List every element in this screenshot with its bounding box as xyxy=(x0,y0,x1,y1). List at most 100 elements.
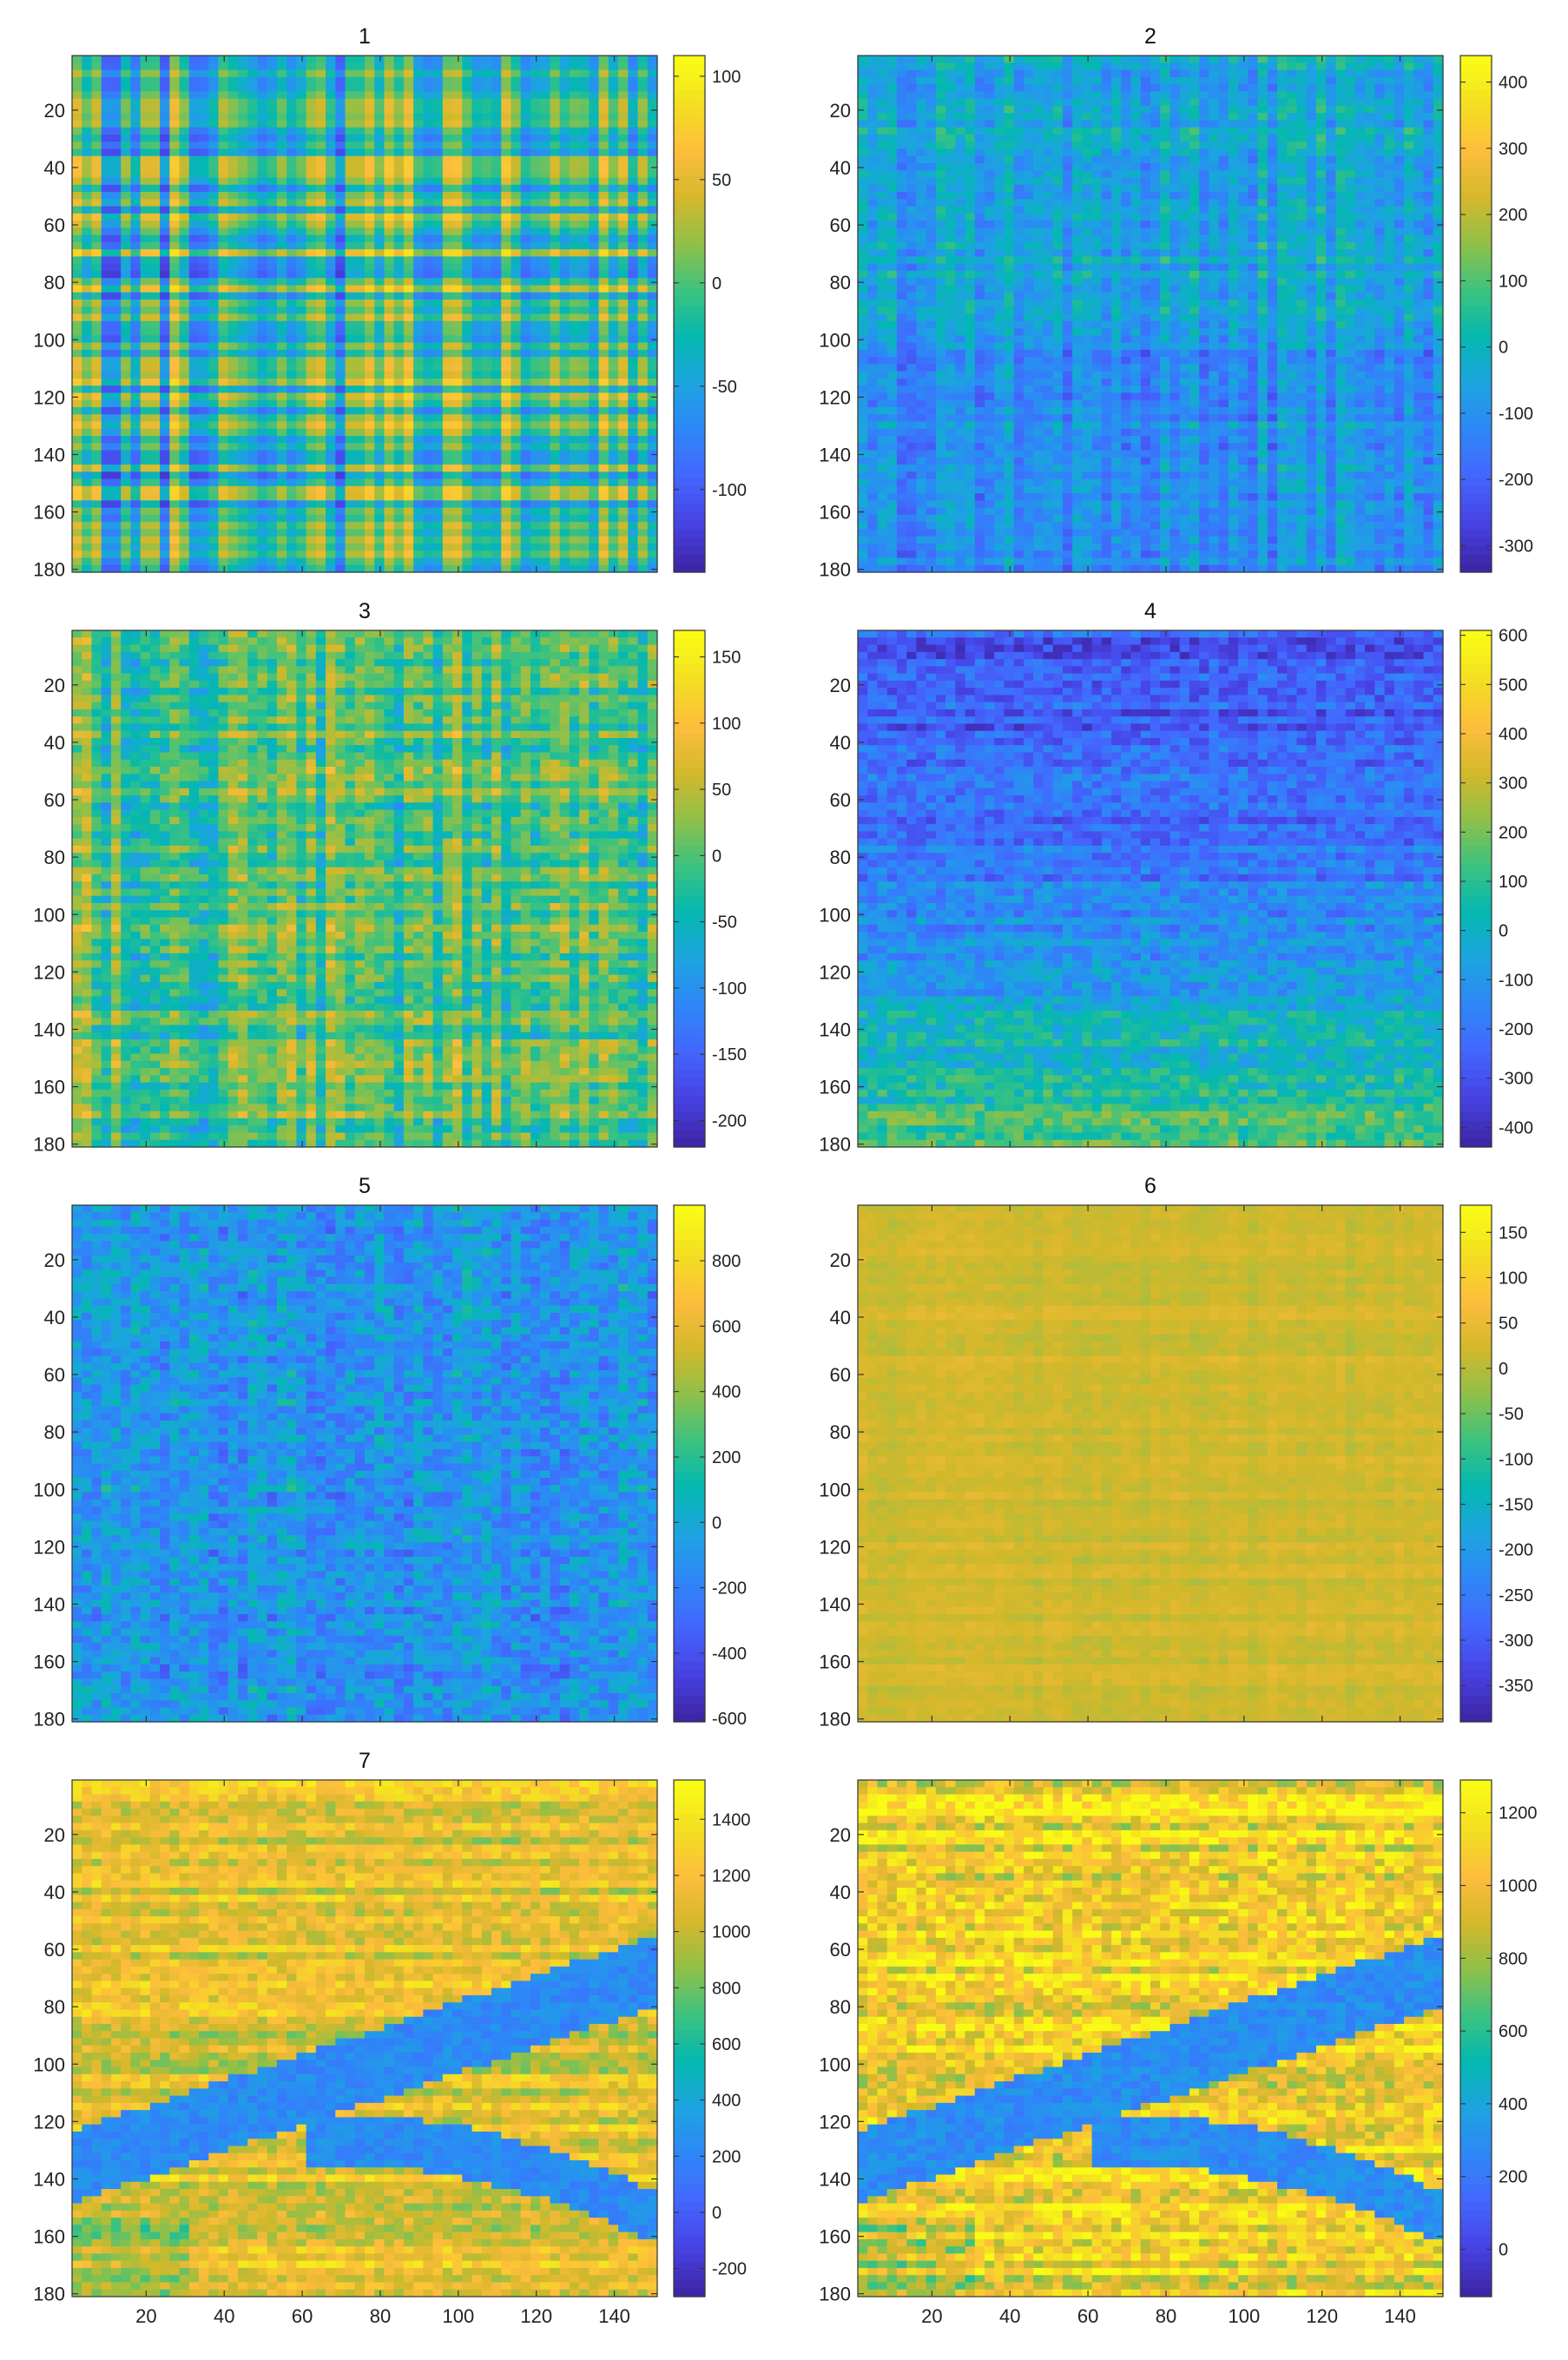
heatmap-cell xyxy=(452,379,463,386)
heatmap-cell xyxy=(355,192,366,200)
heatmap-cell xyxy=(589,170,599,178)
heatmap-cell xyxy=(306,328,317,336)
heatmap-cells xyxy=(72,56,658,573)
heatmap-cell xyxy=(609,328,619,336)
heatmap-cell xyxy=(306,429,317,437)
heatmap-cell xyxy=(404,63,414,70)
heatmap-cell xyxy=(150,414,161,422)
heatmap-cell xyxy=(579,335,590,343)
heatmap-cell xyxy=(579,407,590,415)
heatmap-cell xyxy=(238,192,248,200)
heatmap-cell xyxy=(199,256,209,264)
heatmap-cell xyxy=(550,177,560,185)
heatmap-cell xyxy=(540,199,550,207)
heatmap-cell xyxy=(521,335,531,343)
heatmap-cell xyxy=(404,343,414,351)
heatmap-cell xyxy=(141,170,151,178)
heatmap-cell xyxy=(335,458,346,465)
heatmap-cell xyxy=(491,235,502,243)
heatmap-cell xyxy=(628,372,638,379)
heatmap-cell xyxy=(472,70,483,78)
heatmap-cell xyxy=(384,264,394,272)
heatmap-cell xyxy=(296,227,306,235)
heatmap-cell xyxy=(72,414,82,422)
heatmap-cell xyxy=(238,128,248,135)
heatmap-cell xyxy=(169,70,180,78)
heatmap-cell xyxy=(102,84,112,92)
heatmap-cell xyxy=(346,285,356,293)
heatmap-cell xyxy=(550,199,560,207)
heatmap-cell xyxy=(501,148,511,156)
heatmap-cell xyxy=(560,128,570,135)
heatmap-cell xyxy=(511,148,522,156)
heatmap-cell xyxy=(228,357,239,365)
heatmap-cell xyxy=(423,120,433,128)
heatmap-cell xyxy=(384,328,394,336)
heatmap-cell xyxy=(111,63,122,70)
heatmap-cell xyxy=(267,199,278,207)
heatmap-cell xyxy=(130,479,141,487)
heatmap-cell xyxy=(443,414,453,422)
heatmap-cell xyxy=(589,56,599,63)
heatmap-cell xyxy=(560,70,570,78)
heatmap-cell xyxy=(238,407,248,415)
heatmap-cell xyxy=(550,379,560,386)
heatmap-cell xyxy=(130,328,141,336)
heatmap-cell xyxy=(287,128,297,135)
heatmap-cell xyxy=(501,214,511,221)
heatmap-cell xyxy=(423,429,433,437)
heatmap-cell xyxy=(501,465,511,472)
heatmap-cell xyxy=(102,120,112,128)
heatmap-cell xyxy=(374,343,385,351)
heatmap-cell xyxy=(180,465,190,472)
heatmap-cell xyxy=(160,421,170,429)
heatmap-cell xyxy=(335,407,346,415)
heatmap-cell xyxy=(452,436,463,444)
heatmap-cell xyxy=(219,142,229,149)
heatmap-cell xyxy=(228,343,239,351)
heatmap-cell xyxy=(618,170,629,178)
heatmap-cell xyxy=(150,249,161,257)
heatmap-cell xyxy=(452,451,463,458)
heatmap-cell xyxy=(346,221,356,228)
heatmap-cell xyxy=(570,307,580,314)
heatmap-cell xyxy=(219,372,229,379)
heatmap-cell xyxy=(501,471,511,479)
heatmap-cell xyxy=(247,364,258,372)
heatmap-cell xyxy=(482,343,492,351)
heatmap-cell xyxy=(638,91,649,99)
heatmap-cell xyxy=(433,314,444,322)
heatmap-cell xyxy=(150,486,161,494)
heatmap-cell xyxy=(346,70,356,78)
heatmap-cell xyxy=(102,264,112,272)
heatmap-cell xyxy=(355,343,366,351)
heatmap-cell xyxy=(433,84,444,92)
heatmap-cell xyxy=(102,465,112,472)
heatmap-cell xyxy=(384,249,394,257)
heatmap-cell xyxy=(355,249,366,257)
heatmap-cell xyxy=(365,106,375,114)
heatmap-cell xyxy=(335,493,346,501)
heatmap-cell xyxy=(404,335,414,343)
heatmap-cell xyxy=(433,120,444,128)
heatmap-cell xyxy=(589,372,599,379)
heatmap-cell xyxy=(599,221,609,228)
heatmap-cell xyxy=(296,91,306,99)
heatmap-cell xyxy=(443,214,453,221)
heatmap-cell xyxy=(150,214,161,221)
heatmap-cell xyxy=(72,135,82,142)
heatmap-cell xyxy=(462,148,472,156)
heatmap-cell xyxy=(443,199,453,207)
heatmap-cell xyxy=(413,106,424,114)
heatmap-cell xyxy=(609,77,619,85)
heatmap-cell xyxy=(199,400,209,408)
heatmap-cell xyxy=(287,271,297,279)
heatmap-cell xyxy=(413,170,424,178)
heatmap-cell xyxy=(365,443,375,451)
heatmap-cell xyxy=(462,70,472,78)
heatmap-cell xyxy=(560,120,570,128)
heatmap-cell xyxy=(102,372,112,379)
heatmap-cell xyxy=(540,120,550,128)
heatmap-cell xyxy=(208,221,219,228)
heatmap-cell xyxy=(306,357,317,365)
